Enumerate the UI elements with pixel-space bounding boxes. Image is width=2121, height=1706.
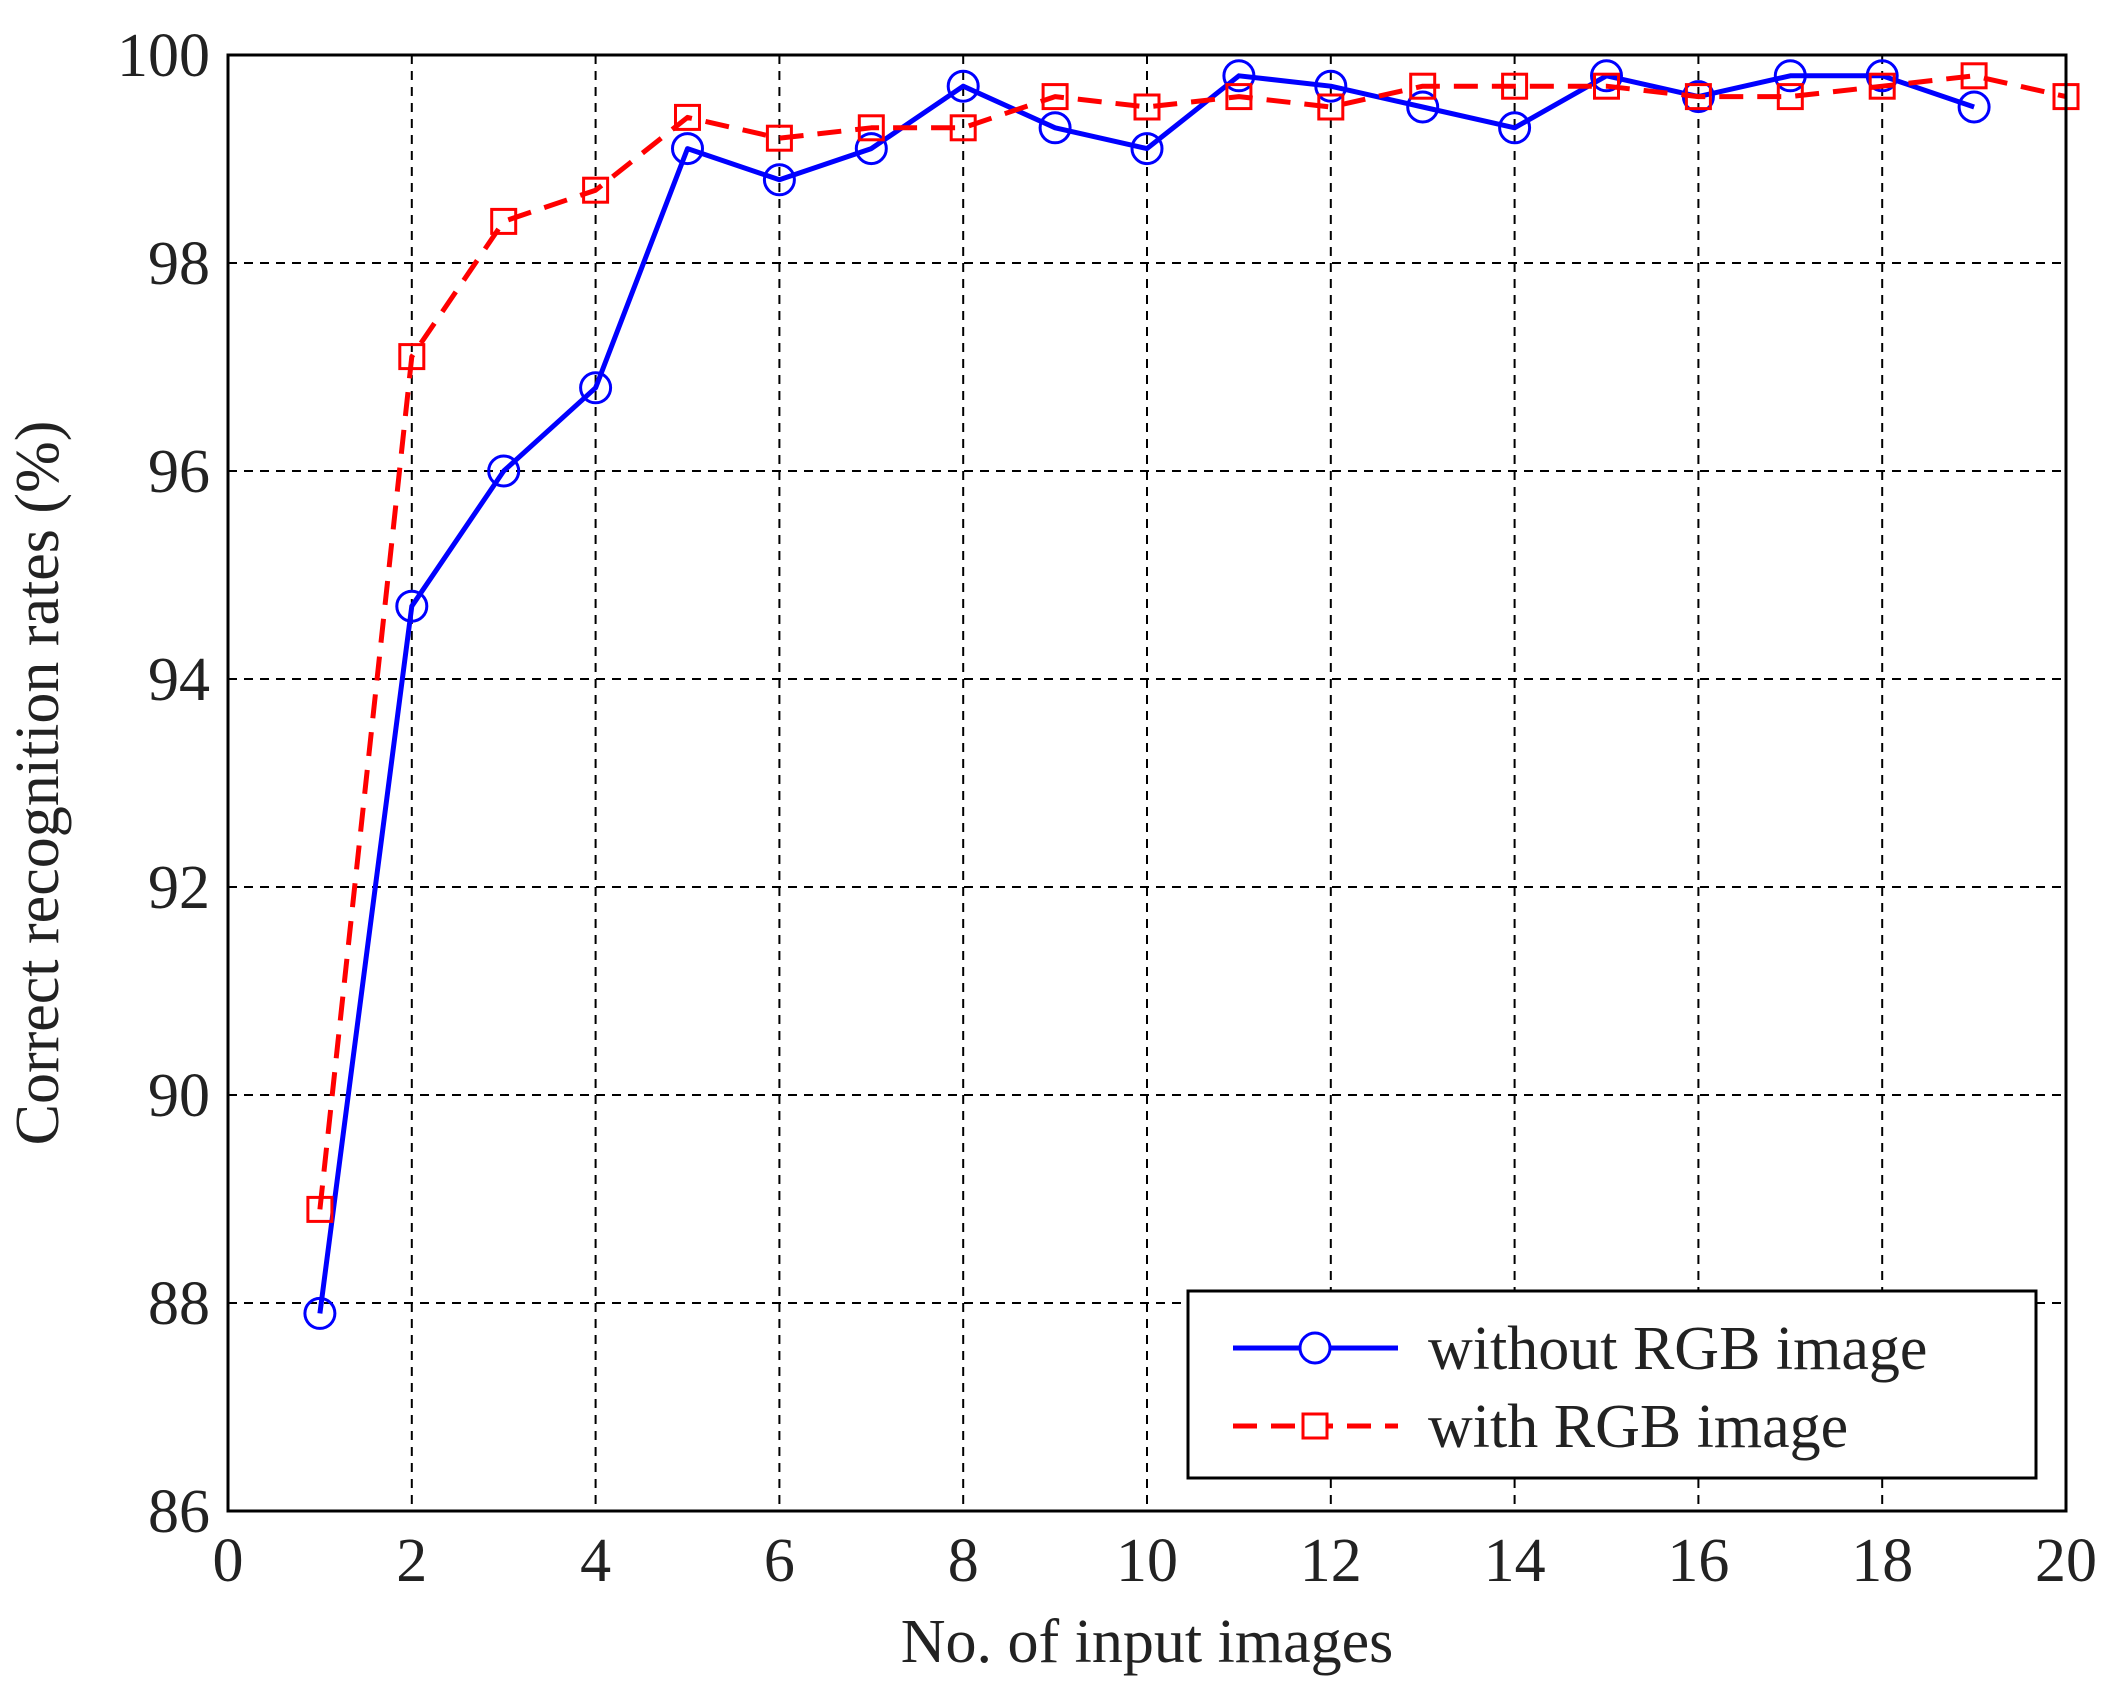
- x-tick-label: 6: [764, 1527, 795, 1595]
- y-axis-label: Correct recognition rates (%): [4, 421, 72, 1146]
- x-tick-label: 10: [1116, 1527, 1178, 1595]
- plot-frame: [226, 53, 2068, 1513]
- data-point-square: [1409, 72, 1437, 100]
- data-point-circle: [1130, 132, 1164, 166]
- legend-label-without-rgb: without RGB image: [1428, 1315, 1927, 1383]
- data-point-square: [1684, 83, 1712, 111]
- data-point-square: [1868, 72, 1896, 100]
- x-tick-label: 14: [1484, 1527, 1546, 1595]
- data-point-circle: [762, 163, 796, 197]
- data-point-square: [1593, 72, 1620, 100]
- legend-marker-circle: [1298, 1331, 1332, 1365]
- data-point-circle: [1406, 90, 1440, 124]
- data-point-square: [1960, 62, 1988, 90]
- y-tick-label: 96: [148, 438, 210, 506]
- data-point-square: [398, 343, 426, 371]
- data-point-square: [582, 176, 610, 204]
- y-tick-label: 98: [148, 230, 210, 298]
- data-point-square: [490, 207, 518, 235]
- data-point-square: [1133, 93, 1161, 121]
- y-tick-label: 88: [148, 1270, 210, 1338]
- y-tick-label: 100: [117, 22, 210, 90]
- data-point-circle: [487, 454, 521, 488]
- x-tick-label: 0: [213, 1527, 244, 1595]
- x-tick-label: 12: [1300, 1527, 1362, 1595]
- data-point-circle: [1314, 69, 1348, 103]
- data-point-circle: [1498, 111, 1532, 145]
- data-point-square: [949, 114, 977, 142]
- x-axis-label: No. of input images: [901, 1608, 1394, 1676]
- data-point-square: [1501, 72, 1529, 100]
- data-point-circle: [854, 132, 888, 166]
- data-point-square: [1317, 93, 1345, 121]
- y-tick-label: 92: [148, 854, 210, 922]
- data-point-square: [1776, 83, 1804, 111]
- data-point-circle: [579, 371, 613, 405]
- data-point-circle: [1590, 59, 1623, 93]
- legend-box: [1186, 1289, 2038, 1480]
- data-point-circle: [1865, 59, 1899, 93]
- axis-ticks: 0 2 4 6 8 10 12 14 16 18 20 86 88 90 92 94 96 98 100: [117, 22, 2097, 1595]
- x-tick-label: 18: [1851, 1527, 1913, 1595]
- y-tick-label: 86: [148, 1478, 210, 1546]
- data-point-square: [857, 114, 885, 142]
- data-point-circle: [1038, 111, 1072, 145]
- legend-marker-square: [1301, 1412, 1329, 1440]
- x-tick-label: 2: [396, 1527, 427, 1595]
- x-tick-label: 20: [2035, 1527, 2097, 1595]
- plot-series: [303, 59, 2080, 1330]
- data-point-square: [306, 1195, 334, 1223]
- y-tick-label: 94: [148, 646, 210, 714]
- legend-label-with-rgb: with RGB image: [1428, 1393, 1848, 1461]
- y-tick-label: 90: [148, 1062, 210, 1130]
- data-point-circle: [395, 589, 429, 623]
- data-point-circle: [303, 1296, 337, 1330]
- data-point-square: [1041, 83, 1069, 111]
- x-tick-label: 4: [580, 1527, 611, 1595]
- data-point-circle: [1957, 90, 1991, 124]
- data-point-square: [674, 103, 701, 131]
- data-point-square: [1225, 83, 1253, 111]
- series-line-1: [317, 73, 2067, 1210]
- data-point-circle: [946, 69, 980, 103]
- data-point-square: [765, 124, 793, 152]
- data-point-circle: [1773, 59, 1807, 93]
- data-point-circle: [671, 132, 704, 166]
- data-point-circle: [1222, 59, 1256, 93]
- legend: without RGB image with RGB image: [1186, 1289, 2038, 1480]
- x-tick-label: 16: [1667, 1527, 1729, 1595]
- x-tick-label: 8: [948, 1527, 979, 1595]
- grid-lines: [228, 55, 2066, 1511]
